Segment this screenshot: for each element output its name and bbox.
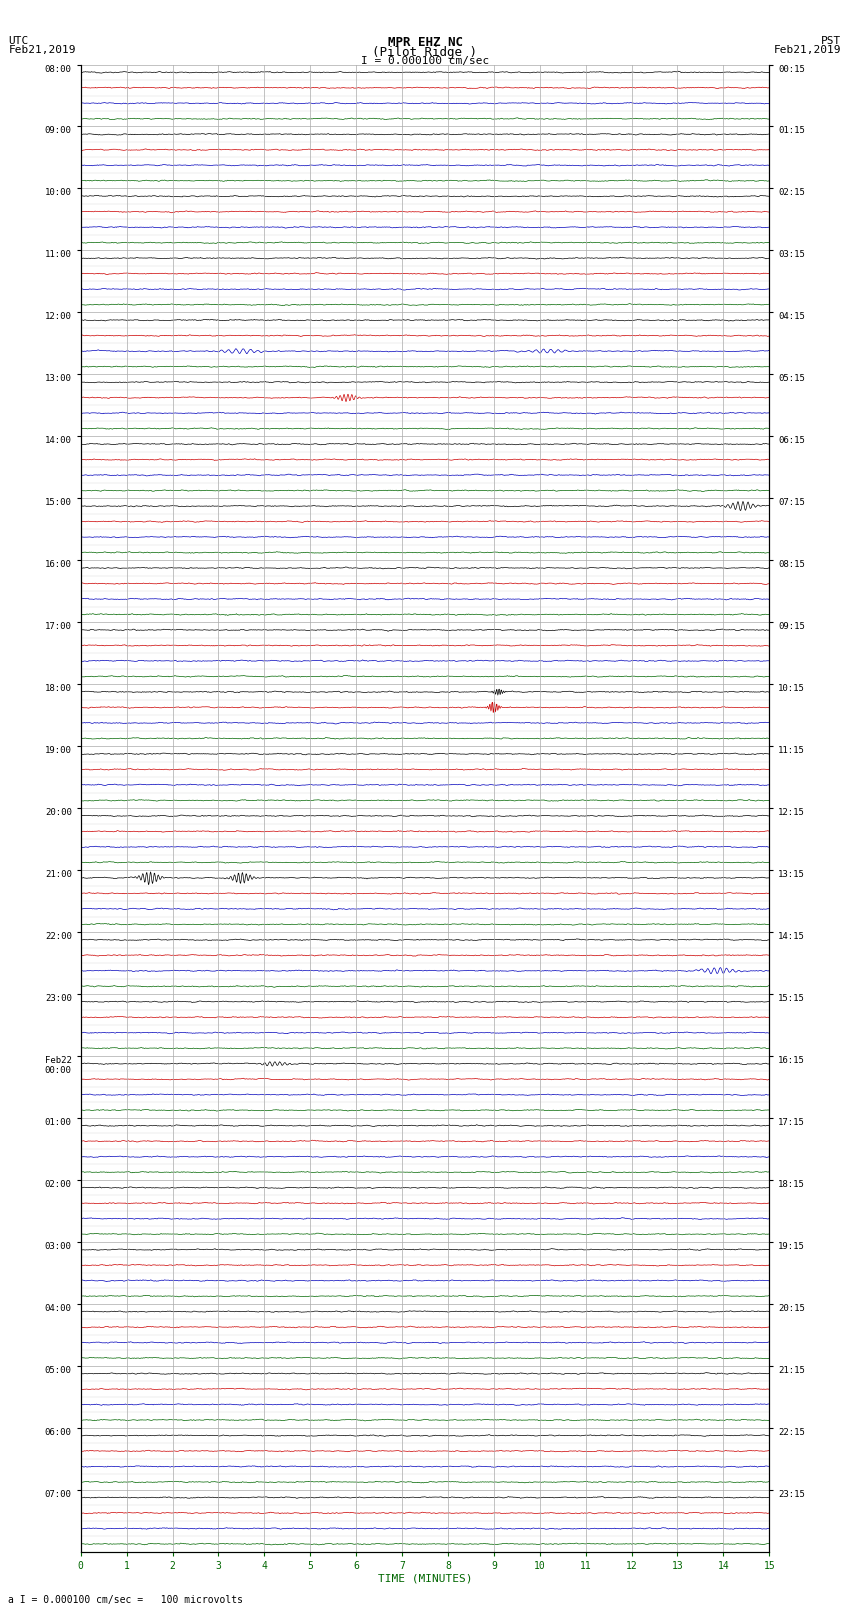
Text: a I = 0.000100 cm/sec =   100 microvolts: a I = 0.000100 cm/sec = 100 microvolts — [8, 1595, 243, 1605]
Text: MPR EHZ NC: MPR EHZ NC — [388, 37, 462, 50]
Text: Feb21,2019: Feb21,2019 — [774, 45, 842, 55]
X-axis label: TIME (MINUTES): TIME (MINUTES) — [377, 1574, 473, 1584]
Text: PST: PST — [821, 37, 842, 47]
Text: (Pilot Ridge ): (Pilot Ridge ) — [372, 45, 478, 60]
Text: UTC: UTC — [8, 37, 29, 47]
Text: I = 0.000100 cm/sec: I = 0.000100 cm/sec — [361, 56, 489, 66]
Text: Feb21,2019: Feb21,2019 — [8, 45, 76, 55]
